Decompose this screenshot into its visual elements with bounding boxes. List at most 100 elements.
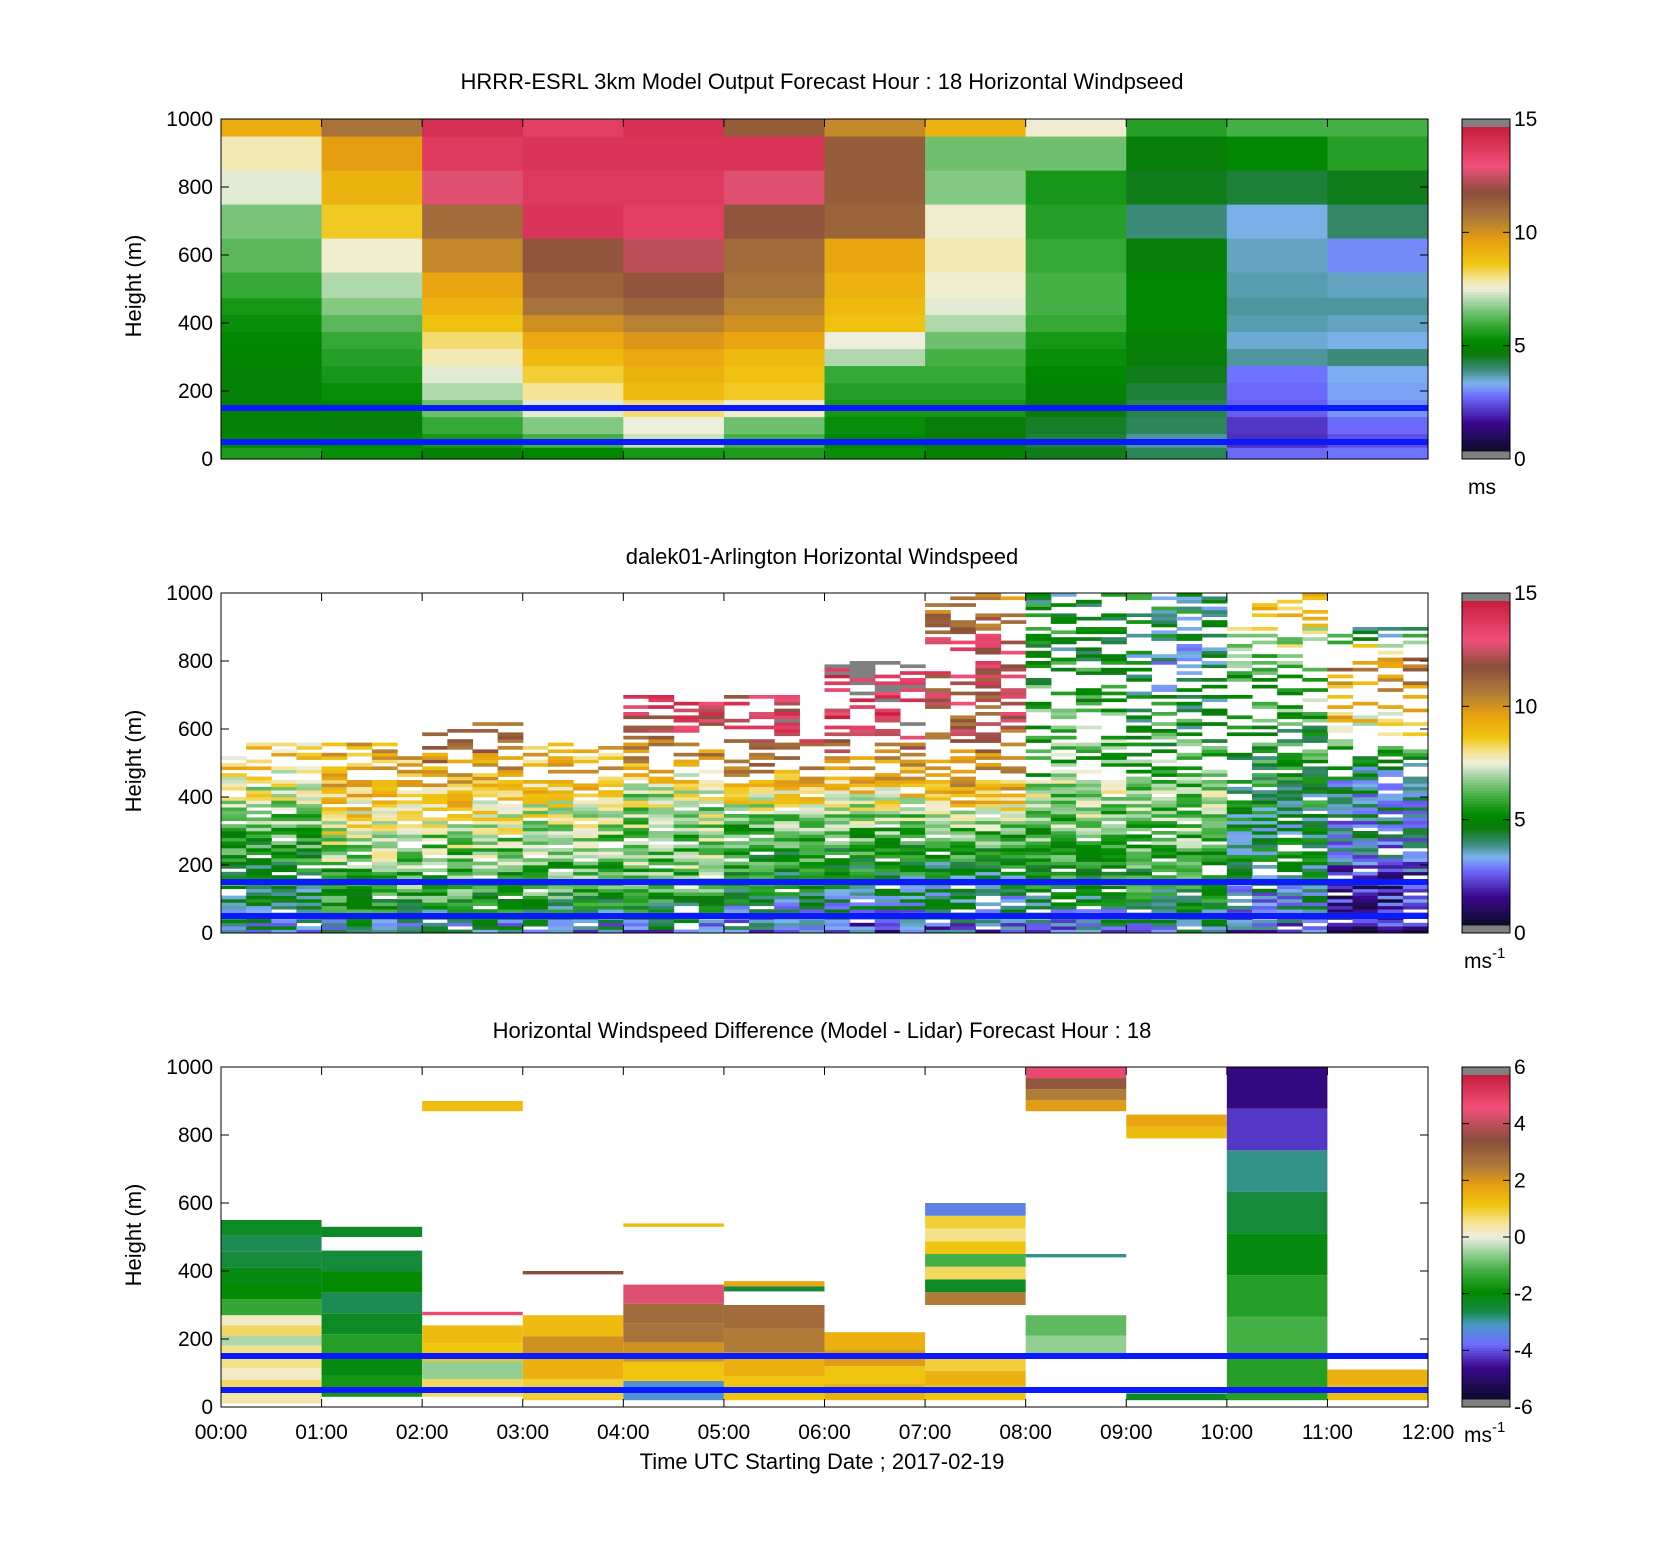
heatmap-cell xyxy=(573,905,599,910)
heatmap-cell xyxy=(849,732,876,737)
heatmap-cell xyxy=(346,824,373,828)
heatmap-cell xyxy=(1352,834,1379,839)
heatmap-cell xyxy=(221,297,323,316)
heatmap-cell xyxy=(296,851,323,856)
heatmap-cell xyxy=(849,776,876,781)
heatmap-cell xyxy=(673,763,700,767)
heatmap-cell xyxy=(1302,902,1329,907)
heatmap-cell xyxy=(598,746,624,750)
heatmap-cell xyxy=(1000,854,1027,859)
heatmap-cell xyxy=(1402,776,1429,781)
heatmap-cell xyxy=(1176,783,1203,788)
heatmap-cell xyxy=(1226,674,1253,679)
heatmap-cell xyxy=(346,929,373,934)
heatmap-cell xyxy=(1075,844,1102,849)
heatmap-cell xyxy=(749,861,775,866)
heatmap-cell xyxy=(472,885,499,890)
heatmap-cell xyxy=(1000,766,1027,771)
heatmap-cell xyxy=(673,800,700,805)
heatmap-cell xyxy=(749,899,775,903)
heatmap-cell xyxy=(1075,922,1102,927)
heatmap-cell xyxy=(1050,875,1077,879)
heatmap-cell xyxy=(522,746,549,750)
heatmap-cell xyxy=(221,786,247,791)
colorbar-segment xyxy=(1462,1239,1510,1243)
colorbar-segment xyxy=(1462,1336,1510,1341)
heatmap-cell xyxy=(925,773,951,777)
heatmap-cell xyxy=(774,895,800,900)
heatmap-cell xyxy=(1302,858,1329,862)
heatmap-cell xyxy=(1000,841,1027,845)
heatmap-cell xyxy=(723,895,750,900)
heatmap-cell xyxy=(799,834,826,839)
heatmap-cell xyxy=(1126,119,1228,137)
heatmap-cell xyxy=(1126,691,1152,696)
heatmap-cell xyxy=(698,841,725,845)
heatmap-cell xyxy=(1201,599,1228,604)
heatmap-cell xyxy=(975,633,1002,638)
heatmap-cell xyxy=(1277,902,1303,907)
heatmap-cell xyxy=(1101,637,1127,641)
heatmap-cell xyxy=(1075,834,1102,839)
heatmap-cell xyxy=(321,786,348,791)
heatmap-cell xyxy=(723,797,750,801)
heatmap-cell xyxy=(1176,637,1203,641)
heatmap-cell xyxy=(698,820,725,825)
heatmap-cell xyxy=(1126,807,1152,811)
heatmap-cell xyxy=(950,776,976,781)
heatmap-cell xyxy=(975,861,1002,866)
colorbar-segment xyxy=(1462,399,1510,403)
heatmap-cell xyxy=(346,790,373,794)
heatmap-cell xyxy=(1302,735,1329,740)
heatmap-cell xyxy=(1277,766,1303,771)
heatmap-cell xyxy=(1226,807,1253,811)
colorbar-segment xyxy=(1462,706,1510,710)
heatmap-cell xyxy=(1126,759,1152,764)
heatmap-cell xyxy=(497,848,524,852)
heatmap-cell xyxy=(573,803,599,808)
heatmap-cell xyxy=(925,875,951,879)
colorbar-segment xyxy=(1462,154,1510,158)
colorbar-segment xyxy=(1462,334,1510,339)
heatmap-cell xyxy=(874,848,901,852)
heatmap-cell xyxy=(221,875,247,879)
heatmap-cell xyxy=(874,841,901,845)
heatmap-cell xyxy=(371,854,398,859)
colorbar-segment xyxy=(1462,1323,1510,1327)
heatmap-cell xyxy=(371,831,398,835)
heatmap-cell xyxy=(422,803,448,808)
heatmap-cell xyxy=(1025,1315,1127,1336)
heatmap-cell xyxy=(472,810,499,815)
heatmap-cell xyxy=(1101,708,1127,713)
heatmap-cell xyxy=(246,780,272,784)
heatmap-cell xyxy=(598,783,624,788)
heatmap-cell xyxy=(497,814,524,818)
heatmap-cell xyxy=(1075,708,1102,713)
heatmap-cell xyxy=(1277,841,1303,845)
heatmap-cell xyxy=(849,678,876,682)
heatmap-cell xyxy=(1126,170,1228,205)
heatmap-cell xyxy=(1050,858,1077,862)
heatmap-cell xyxy=(1025,831,1052,835)
heatmap-cell xyxy=(623,773,650,777)
heatmap-cell xyxy=(1126,735,1152,740)
heatmap-cell xyxy=(975,892,1002,896)
heatmap-cell xyxy=(246,827,272,832)
heatmap-cell xyxy=(925,909,951,913)
heatmap-cell xyxy=(950,640,976,645)
heatmap-cell xyxy=(246,905,272,910)
heatmap-cell xyxy=(522,831,549,835)
heatmap-cell xyxy=(1176,786,1203,791)
heatmap-cell xyxy=(1000,742,1027,747)
heatmap-cell xyxy=(1126,593,1152,597)
heatmap-cell xyxy=(648,810,675,815)
x-tick-label: 12:00 xyxy=(1402,1421,1455,1444)
heatmap-cell xyxy=(1176,854,1203,859)
heatmap-cell xyxy=(1302,698,1329,703)
heatmap-cell xyxy=(321,314,423,333)
heatmap-cell xyxy=(447,759,474,764)
colorbar-segment xyxy=(1462,205,1510,209)
heatmap-cell xyxy=(497,766,524,771)
heatmap-cell xyxy=(975,858,1002,862)
